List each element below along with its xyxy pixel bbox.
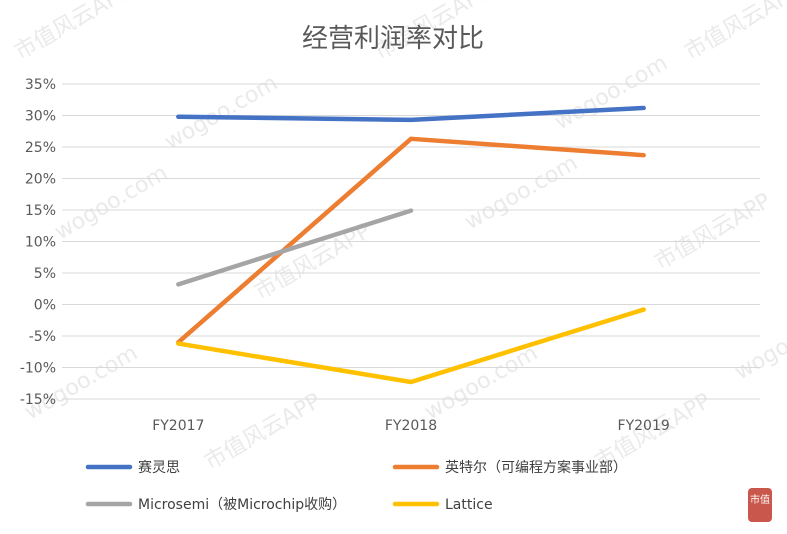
- logo-seal: [748, 488, 772, 522]
- series-line: [176, 307, 646, 385]
- watermark-text: 市值风云APP: [201, 389, 326, 475]
- y-tick-label: -5%: [29, 329, 56, 345]
- watermark-text: wogoo.com: [51, 161, 173, 246]
- legend: 赛灵思 英特尔（可编程方案事业部） Microsemi（被Microchip收购） L…: [85, 459, 627, 513]
- legend-label: 英特尔（可编程方案事业部）: [445, 459, 627, 476]
- x-tick-label: FY2019: [618, 418, 670, 434]
- watermark-text: 市值风云APP: [681, 0, 787, 65]
- y-tick-label: 25%: [25, 140, 56, 156]
- y-tick-label: 20%: [25, 172, 56, 188]
- y-tick-label: 15%: [25, 203, 56, 219]
- watermark-text: wogoo.com: [731, 301, 787, 386]
- x-tick-label: FY2017: [152, 418, 204, 434]
- watermark-text: wogoo.com: [551, 51, 673, 136]
- legend-label: Lattice: [445, 497, 493, 513]
- x-axis-tick-labels: FY2017 FY2018 FY2019: [152, 418, 670, 434]
- legend-label: Microsemi（被Microchip收购）: [138, 497, 346, 513]
- x-tick-label: FY2018: [385, 418, 437, 434]
- y-tick-label: 10%: [25, 235, 56, 251]
- series-line: [176, 208, 414, 287]
- series-lines: [176, 105, 646, 385]
- watermark-text: wogoo.com: [461, 151, 583, 236]
- y-tick-label: -10%: [20, 361, 56, 377]
- watermark-text: 市值风云APP: [651, 189, 776, 275]
- watermark-text: 市值风云APP: [11, 0, 136, 65]
- watermark-text: wogoo.com: [421, 341, 543, 426]
- y-tick-label: 35%: [25, 77, 56, 93]
- logo-text: 市值: [750, 493, 770, 506]
- y-tick-label: 0%: [34, 298, 56, 314]
- series-line: [176, 136, 646, 345]
- y-tick-label: 30%: [25, 109, 56, 125]
- chart-title: 经营利润率对比: [302, 24, 484, 54]
- watermark-layer: 市值风云APPwogoo.com市值风云APPwogoo.com市值风云APPw…: [11, 0, 787, 475]
- legend-label: 赛灵思: [138, 460, 180, 476]
- y-tick-label: 5%: [34, 266, 56, 282]
- watermark-text: wogoo.com: [161, 71, 283, 156]
- series-line: [176, 105, 646, 123]
- watermark-text: wogoo.com: [21, 341, 143, 426]
- y-tick-label: -15%: [20, 392, 56, 408]
- y-axis-tick-labels: 35% 30% 25% 20% 15% 10% 5% 0% -5% -10% -15%: [20, 77, 56, 408]
- brand-logo: 市值: [748, 488, 772, 522]
